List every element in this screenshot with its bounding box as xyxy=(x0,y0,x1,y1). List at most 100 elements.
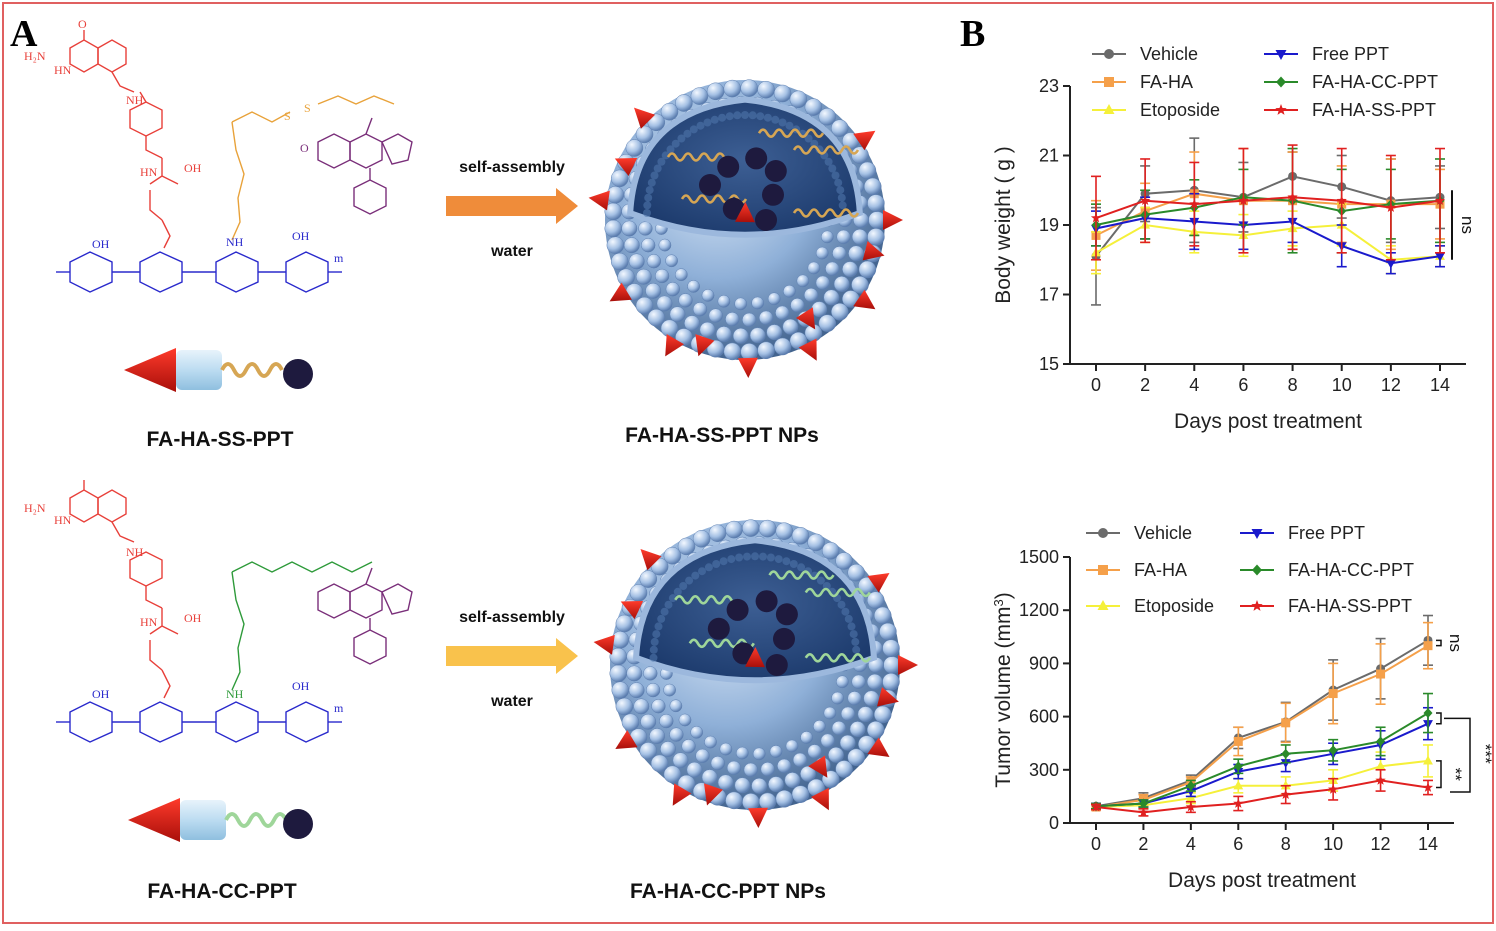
np-folate-cone xyxy=(798,338,817,361)
x-axis-title: Days post treatment xyxy=(1174,410,1362,433)
data-point xyxy=(1189,198,1200,209)
data-point xyxy=(1336,195,1347,205)
drug-ball-icon xyxy=(283,359,313,389)
data-point xyxy=(1233,761,1243,772)
ha-nh-label: NH xyxy=(226,235,244,249)
np-bead xyxy=(807,261,821,275)
np-bead xyxy=(831,119,849,137)
np-bead xyxy=(831,691,844,705)
y-tick-label: 15 xyxy=(1039,354,1059,374)
np-bead xyxy=(699,321,716,338)
np-bead xyxy=(851,276,869,294)
np-bead xyxy=(760,762,775,777)
legend-marker xyxy=(1104,49,1114,59)
np-inner-bead xyxy=(650,637,659,646)
np-inner-bead xyxy=(766,553,775,562)
np-inner-bead xyxy=(824,157,833,166)
ss-linker xyxy=(231,95,395,241)
np-bead xyxy=(867,194,885,212)
x-tick-label: 2 xyxy=(1140,375,1150,395)
np-bead xyxy=(640,713,657,730)
np-bead xyxy=(692,302,708,317)
oh-label-2: OH xyxy=(184,611,202,625)
np-folate-cone xyxy=(640,549,662,571)
np-bead xyxy=(857,706,874,723)
x-tick-label: 4 xyxy=(1186,834,1196,854)
np-inner-bead xyxy=(837,600,846,609)
np-bead xyxy=(873,606,892,625)
np-inner-bead xyxy=(782,557,791,566)
x-tick-label: 10 xyxy=(1323,834,1343,854)
np-bead xyxy=(610,169,629,188)
np-bead xyxy=(847,563,865,582)
np-bead xyxy=(785,739,799,753)
np-bead xyxy=(821,542,840,560)
np-inner-bead xyxy=(834,178,843,187)
np-inner-bead xyxy=(668,594,677,603)
ha-oh-label-4: OH xyxy=(292,679,310,693)
np-bead xyxy=(604,219,623,238)
np-bead xyxy=(615,614,634,633)
np-inner-bead xyxy=(650,171,659,180)
np-bead xyxy=(751,296,765,310)
ha-backbone-2 xyxy=(56,701,342,743)
folate-structure xyxy=(69,30,179,249)
np-bead xyxy=(606,186,625,204)
np-bead xyxy=(882,673,900,691)
ha-oh-label-2: OH xyxy=(292,229,310,243)
legend-label: FA-HA-SS-PPT xyxy=(1288,596,1412,616)
conjugate-label-cc: FA-HA-CC-PPT xyxy=(147,880,296,903)
folate-cone-icon xyxy=(124,348,176,392)
data-point xyxy=(1185,787,1196,797)
np-bead xyxy=(758,519,777,538)
np-linker-spring xyxy=(674,595,741,605)
data-point xyxy=(1140,195,1151,205)
np-folate-cone xyxy=(811,787,829,811)
np-bead xyxy=(790,298,805,313)
legend-marker xyxy=(1103,104,1115,114)
np-bead xyxy=(823,289,840,306)
np-folate-cone xyxy=(796,307,816,330)
arrow-top-label-cc: self-assembly xyxy=(459,609,565,626)
np-linker-spring xyxy=(792,145,860,155)
np-bead xyxy=(782,318,799,335)
np-inner-bead xyxy=(671,139,680,148)
np-bead xyxy=(690,725,704,739)
np-bead xyxy=(660,741,676,758)
linker-spring-icon xyxy=(220,362,284,378)
carbonyl-o-label: O xyxy=(78,17,87,31)
np-bead xyxy=(849,721,866,738)
np-folate-cone xyxy=(808,755,828,778)
ppt-structure-2 xyxy=(317,567,413,665)
np-bead xyxy=(677,537,696,556)
np-inner-bead xyxy=(683,129,692,138)
np-bead xyxy=(646,254,662,269)
x-tick-label: 2 xyxy=(1138,834,1148,854)
x-tick-label: 6 xyxy=(1238,375,1248,395)
np-bead xyxy=(701,769,718,786)
data-point xyxy=(1422,782,1434,792)
np-inner-bead xyxy=(837,193,846,202)
np-bead xyxy=(723,342,742,361)
data-point xyxy=(1280,789,1291,799)
np-inner-bead xyxy=(666,145,675,154)
np-inner-bead xyxy=(643,209,651,217)
repeat-m-label: m xyxy=(334,251,344,265)
series-line xyxy=(1095,192,1440,237)
np-bead xyxy=(686,761,703,778)
np-drug-ball xyxy=(755,590,778,613)
hn-amide-label-2: HN xyxy=(140,615,158,629)
np-bead xyxy=(647,113,666,132)
np-bead xyxy=(674,268,688,282)
np-bead xyxy=(769,745,783,758)
np-inner-bead xyxy=(657,614,666,623)
np-bead xyxy=(815,246,829,260)
np-bead xyxy=(663,546,682,565)
np-inner-bead xyxy=(748,111,757,120)
ha-oh-label-3: OH xyxy=(92,687,110,701)
y-tick-label: 0 xyxy=(1049,813,1059,833)
np-bead xyxy=(775,305,790,320)
np-label-ss: FA-HA-SS-PPT NPs xyxy=(625,424,819,447)
np-bead xyxy=(635,125,654,144)
series-fa-ha-ss-ppt xyxy=(1090,144,1446,261)
